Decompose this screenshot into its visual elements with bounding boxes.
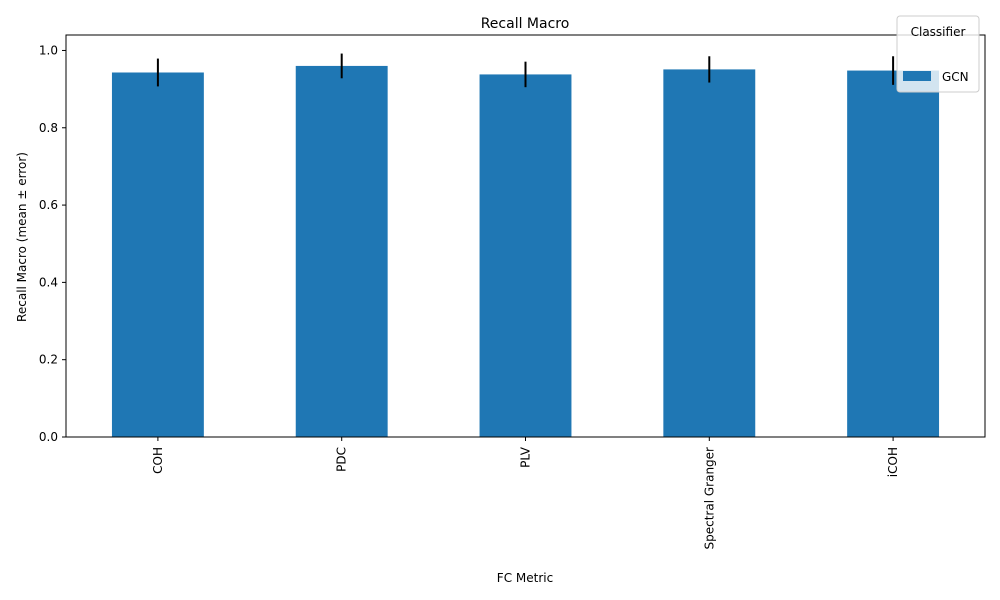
y-tick-label: 0.4 xyxy=(39,275,58,289)
bar xyxy=(295,65,388,437)
legend-title: Classifier xyxy=(911,25,966,39)
bar xyxy=(663,69,756,438)
legend: Classifier GCN xyxy=(896,15,980,93)
chart-title: Recall Macro xyxy=(481,16,570,32)
legend-swatch-gcn xyxy=(903,71,931,81)
bar xyxy=(479,74,572,437)
y-tick-label: 0.8 xyxy=(39,121,58,135)
bar xyxy=(847,70,940,438)
x-tick-label: PLV xyxy=(519,446,533,468)
legend-label-gcn: GCN xyxy=(942,70,969,84)
x-axis-label: FC Metric xyxy=(497,571,553,585)
x-tick-label: PDC xyxy=(335,447,349,472)
y-tick-label: 1.0 xyxy=(39,43,58,57)
y-tick-label: 0.2 xyxy=(39,353,58,367)
x-tick-label: Spectral Granger xyxy=(702,447,716,550)
plot-area: COH PDC PLV Spectral Granger iCOH 0.0 0.2 0.4 0.… xyxy=(39,34,986,550)
plot-frame xyxy=(65,34,986,438)
x-tick-label: iCOH xyxy=(886,447,900,477)
y-axis-label: Recall Macro (mean ± error) xyxy=(15,152,29,322)
y-tick-label: 0.0 xyxy=(39,430,58,444)
bar xyxy=(111,72,204,437)
x-tick-label: COH xyxy=(151,447,165,474)
y-tick-label: 0.6 xyxy=(39,198,58,212)
